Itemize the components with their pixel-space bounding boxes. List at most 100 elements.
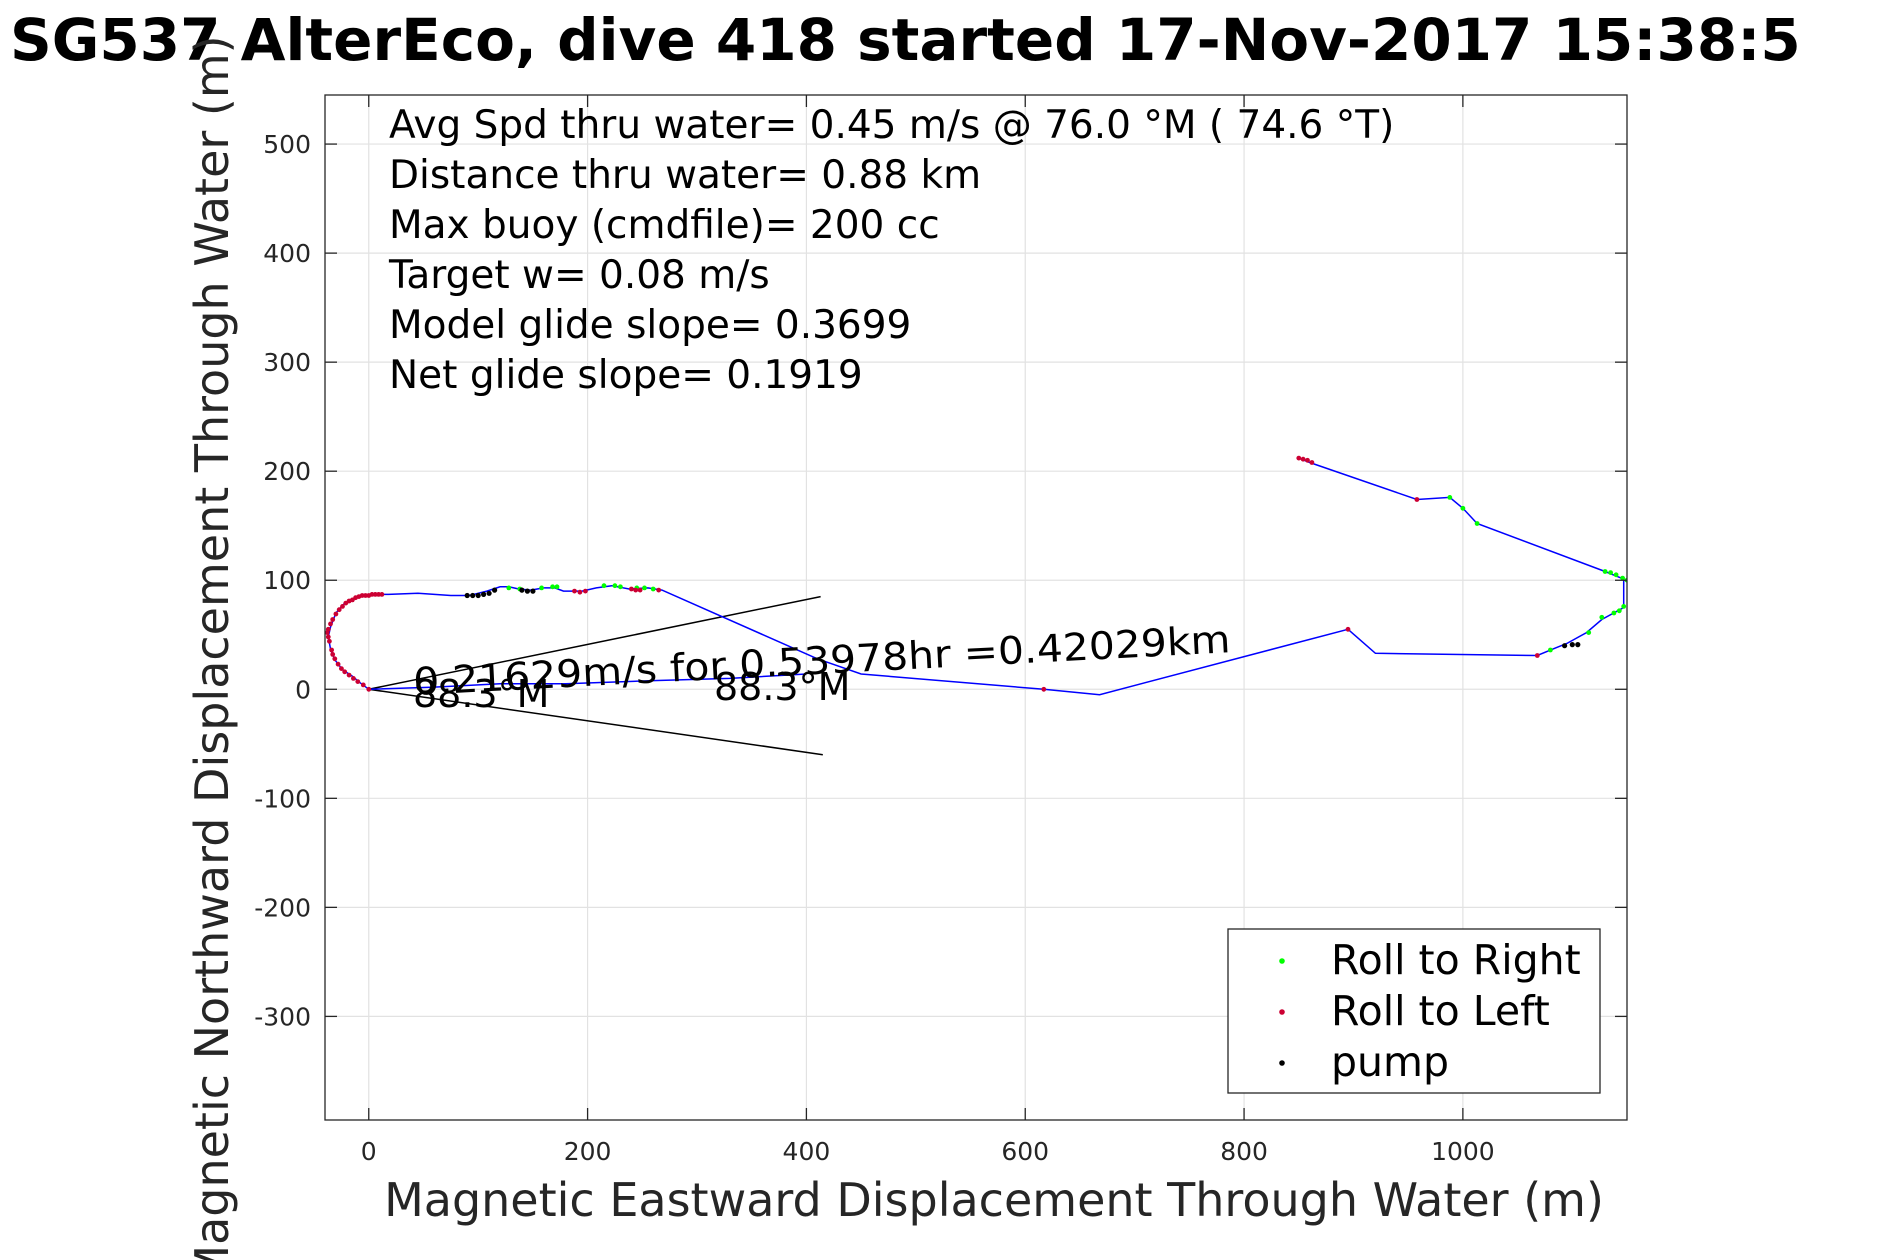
pump-point-7	[524, 588, 531, 594]
roll-left-point-35	[346, 672, 352, 678]
info-target-w: Target w= 0.08 m/s	[388, 253, 770, 298]
roll-right-point-2	[1613, 572, 1619, 578]
y-tick-label-7: 400	[263, 239, 311, 268]
roll-left-point-7	[1041, 686, 1047, 692]
x-axis-label: Magnetic Eastward Displacement Through W…	[384, 1173, 1604, 1227]
roll-right-point-14	[506, 585, 512, 591]
roll-left-point-31	[332, 656, 338, 662]
roll-left-point-12	[328, 621, 333, 627]
roll-right-point-20	[612, 583, 618, 589]
roll-right-point-9	[1586, 630, 1592, 635]
roll-left-point-5	[1534, 653, 1540, 658]
roll-left-point-38	[360, 682, 366, 688]
roll-right-point-13	[1474, 521, 1480, 526]
pump-point-8	[530, 588, 536, 594]
y-tick-label-6: 300	[263, 348, 311, 377]
track-markers	[325, 455, 1627, 692]
info-block: Avg Spd thru water= 0.45 m/s @ 76.0 °M (…	[388, 103, 1394, 398]
y-tick-label-1: -200	[254, 893, 311, 922]
roll-left-point-29	[329, 647, 334, 653]
x-tick-label-3: 600	[1001, 1137, 1049, 1166]
info-model-glide-slope: Model glide slope= 0.3699	[389, 303, 911, 348]
roll-right-point-1	[1608, 570, 1613, 575]
axis-ticks: 0 200 400 600 800 1000 -300 -200 -100 0 100 200 300 4…	[254, 95, 1627, 1166]
roll-right-point-16	[539, 585, 544, 591]
roll-left-point-25	[369, 592, 375, 597]
roll-left-point-0	[1296, 455, 1302, 461]
y-tick-label-5: 200	[263, 457, 311, 486]
roll-left-point-45	[637, 587, 643, 593]
roll-left-point-30	[330, 652, 336, 657]
heading-cone	[368, 595, 823, 756]
info-avg-speed: Avg Spd thru water= 0.45 m/s @ 76.0 °M (…	[389, 103, 1394, 148]
roll-left-point-40	[572, 588, 577, 594]
roll-left-point-11	[327, 638, 332, 644]
info-net-glide-slope: Net glide slope= 0.1919	[389, 353, 863, 398]
legend-roll-left-label: Roll to Left	[1331, 987, 1550, 1035]
roll-right-point-8	[1599, 614, 1605, 620]
pump-point-9	[1562, 643, 1568, 649]
pump-point-5	[492, 587, 498, 593]
legend-roll-right-marker	[1279, 958, 1285, 964]
plot-content	[325, 455, 1627, 756]
roll-right-point-23	[642, 585, 647, 591]
y-tick-label-0: -300	[254, 1002, 311, 1031]
legend-roll-left-marker	[1279, 1009, 1285, 1015]
roll-left-point-43	[629, 586, 634, 592]
roll-right-point-7	[1611, 610, 1617, 616]
x-tick-label-1: 200	[564, 1137, 612, 1166]
roll-right-point-11	[1447, 495, 1453, 500]
roll-left-point-16	[340, 604, 345, 609]
roll-left-point-26	[372, 592, 378, 597]
legend-box	[1227, 928, 1601, 1094]
y-tick-label-8: 500	[263, 130, 311, 159]
heading-annotation-right: 88.3°M	[714, 665, 850, 709]
legend-pump-marker	[1279, 1060, 1285, 1066]
roll-right-point-5	[1621, 604, 1627, 609]
roll-left-point-23	[363, 593, 368, 598]
roll-left-point-36	[351, 676, 356, 681]
roll-left-point-42	[583, 588, 588, 594]
roll-right-point-10	[1548, 647, 1553, 653]
roll-left-point-13	[330, 617, 336, 622]
y-tick-label-4: 100	[263, 566, 311, 595]
roll-left-point-39	[366, 686, 372, 692]
roll-right-point-21	[618, 584, 623, 590]
axes-box	[324, 94, 1628, 1121]
pump-point-4	[486, 590, 492, 596]
x-tick-label-0: 0	[361, 1137, 377, 1166]
roll-left-point-2	[1305, 457, 1310, 463]
roll-right-point-17	[550, 584, 555, 590]
roll-left-point-34	[342, 669, 348, 675]
y-tick-label-2: -100	[254, 784, 311, 813]
roll-left-point-32	[335, 661, 341, 667]
legend-pump-label: pump	[1331, 1038, 1449, 1086]
roll-left-point-46	[656, 587, 662, 593]
pump-point-6	[519, 587, 525, 593]
roll-left-point-15	[336, 607, 342, 613]
roll-right-point-3	[1620, 575, 1625, 581]
pump-point-2	[475, 592, 481, 599]
roll-left-point-37	[355, 679, 361, 684]
roll-left-point-4	[1414, 497, 1420, 502]
y-tick-label-3: 0	[295, 675, 311, 704]
roll-left-point-41	[577, 589, 583, 595]
roll-right-point-19	[601, 583, 607, 589]
roll-left-point-14	[333, 611, 339, 617]
roll-right-point-24	[650, 586, 656, 592]
x-tick-label-2: 400	[783, 1137, 831, 1166]
chart-title: SG537 AlterEco, dive 418 started 17-Nov-…	[10, 6, 1801, 74]
heading-annotation-left: 88.3°M	[413, 672, 549, 716]
roll-left-point-27	[376, 592, 381, 597]
roll-right-point-12	[1460, 505, 1466, 511]
pump-point-1	[470, 592, 476, 599]
pump-point-0	[464, 592, 470, 599]
x-tick-label-4: 800	[1220, 1137, 1268, 1166]
roll-left-point-3	[1309, 460, 1315, 465]
roll-left-point-1	[1300, 456, 1306, 462]
y-axis-label: Magnetic Northward Displacement Through …	[185, 35, 239, 1260]
pump-point-3	[481, 591, 487, 598]
roll-left-point-22	[359, 593, 365, 598]
cone-lower-line	[368, 688, 823, 756]
